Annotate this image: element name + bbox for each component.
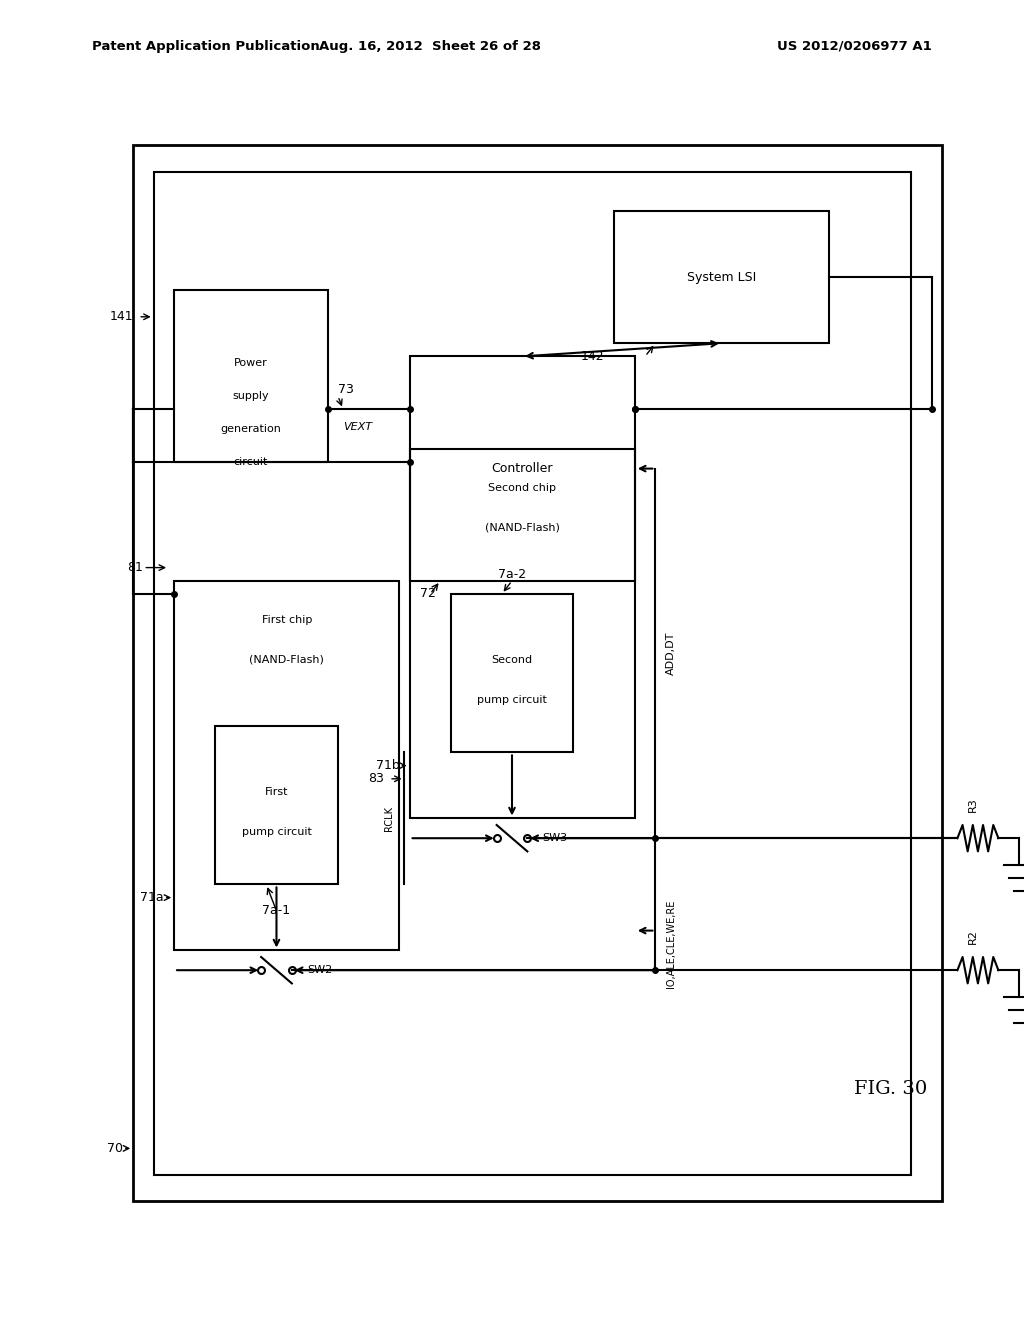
Text: System LSI: System LSI (687, 271, 757, 284)
Text: Second chip: Second chip (488, 483, 556, 494)
Text: Power: Power (234, 358, 267, 368)
Text: 7a-2: 7a-2 (498, 568, 526, 581)
Text: RCLK: RCLK (384, 807, 394, 830)
Text: 73: 73 (338, 383, 354, 396)
Text: pump circuit: pump circuit (477, 694, 547, 705)
Text: SW3: SW3 (543, 833, 568, 843)
Text: 71b: 71b (376, 759, 399, 772)
Text: 71a: 71a (140, 891, 164, 904)
Text: generation: generation (220, 424, 282, 434)
Text: pump circuit: pump circuit (242, 826, 311, 837)
Text: (NAND-Flash): (NAND-Flash) (249, 655, 325, 665)
Text: FIG. 30: FIG. 30 (854, 1080, 928, 1098)
Text: supply: supply (232, 391, 269, 401)
Text: R2: R2 (968, 929, 978, 944)
Text: ADD,DT: ADD,DT (666, 632, 676, 675)
Text: R3: R3 (968, 797, 978, 812)
Bar (133, 145, 942, 1201)
Bar (410, 356, 635, 581)
Text: First: First (265, 787, 288, 797)
Text: 72: 72 (420, 587, 436, 601)
Bar (154, 172, 911, 1175)
Text: Patent Application Publication: Patent Application Publication (92, 40, 319, 53)
Text: SW2: SW2 (307, 965, 333, 975)
Text: 70: 70 (106, 1142, 123, 1155)
Text: 81: 81 (127, 561, 143, 574)
Bar (174, 290, 328, 462)
Text: First chip: First chip (261, 615, 312, 626)
Text: 7a-1: 7a-1 (262, 904, 291, 917)
Bar (410, 449, 635, 818)
Text: IO,ALE,CLE,WE,RE: IO,ALE,CLE,WE,RE (666, 900, 676, 987)
Text: 141: 141 (110, 310, 133, 323)
Text: Second: Second (492, 655, 532, 665)
Text: (NAND-Flash): (NAND-Flash) (484, 523, 560, 533)
Text: US 2012/0206977 A1: US 2012/0206977 A1 (777, 40, 932, 53)
Bar (174, 581, 399, 950)
Text: 83: 83 (368, 772, 384, 785)
Bar (614, 211, 829, 343)
Text: 142: 142 (581, 350, 604, 363)
Bar (451, 594, 573, 752)
Bar (215, 726, 338, 884)
Text: circuit: circuit (233, 457, 268, 467)
Text: Controller: Controller (492, 462, 553, 475)
Text: Aug. 16, 2012  Sheet 26 of 28: Aug. 16, 2012 Sheet 26 of 28 (319, 40, 541, 53)
Text: VEXT: VEXT (343, 422, 372, 433)
